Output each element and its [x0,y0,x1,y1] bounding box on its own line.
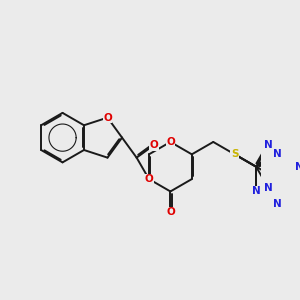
Text: N: N [264,183,273,193]
Text: N: N [273,199,282,209]
Text: N: N [295,162,300,172]
Text: N: N [252,186,260,197]
Text: N: N [273,149,282,159]
Text: O: O [145,174,153,184]
Text: O: O [166,208,175,218]
Text: N: N [264,140,273,150]
Text: O: O [103,112,112,123]
Text: O: O [166,137,175,147]
Text: S: S [231,149,238,159]
Text: O: O [149,140,158,150]
